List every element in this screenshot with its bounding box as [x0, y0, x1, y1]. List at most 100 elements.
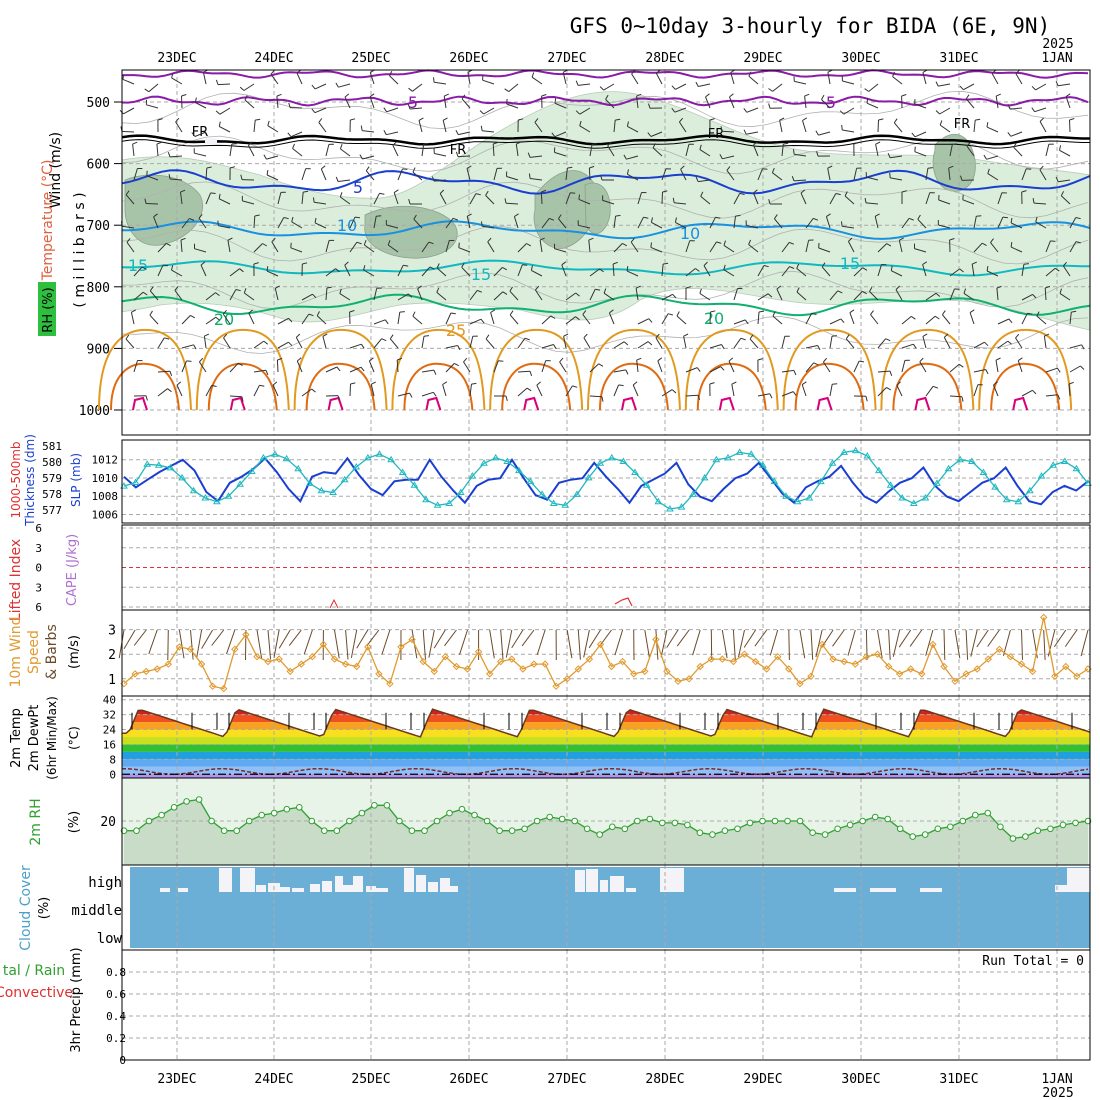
wind-barb: [636, 360, 639, 373]
wind-barb-flag: [344, 93, 350, 98]
wind10m-point: [607, 662, 616, 671]
wind-barb-flag: [671, 389, 677, 394]
wind-barb: [153, 216, 159, 229]
slp-point: [851, 446, 860, 454]
slp-point: [294, 464, 303, 472]
slp-point: [886, 481, 895, 488]
wind-barb-flag: [1069, 118, 1075, 121]
wind-barb: [322, 336, 327, 349]
rh2m-point: [583, 825, 591, 833]
wind-barb: [181, 95, 183, 109]
wind-barb-flag: [156, 141, 162, 145]
wind10m-point: [674, 677, 682, 686]
wind-barb-flag: [849, 309, 855, 314]
wind-barb-flag: [239, 86, 245, 91]
wind-barb: [365, 170, 375, 181]
wind-barb: [157, 370, 171, 373]
wind-barb: [565, 168, 568, 181]
cloud-gap: [575, 870, 585, 892]
wind-barb: [973, 341, 985, 349]
wind-barb: [392, 144, 399, 157]
wind10m-point: [1039, 613, 1048, 622]
isotherm-25: [684, 328, 779, 411]
slp-point: [410, 481, 419, 488]
slp-point: [1060, 457, 1069, 464]
wind-barb-flag: [198, 214, 203, 219]
wind-barb-flag: [1032, 294, 1037, 299]
rh2m-point: [558, 815, 566, 823]
wind-barb: [877, 264, 882, 277]
wind10m-barb: [588, 629, 601, 649]
wind-barb-flag: [227, 237, 233, 241]
rh2m-point: [884, 815, 892, 823]
wind-barb: [387, 244, 399, 253]
wind-barb: [635, 288, 639, 301]
wind-barb-flag: [454, 362, 459, 367]
wind-barb: [674, 202, 687, 205]
temp-tick: 8: [109, 753, 116, 766]
wind-barb: [565, 292, 576, 301]
wind-barb: [709, 366, 721, 373]
wind-barb: [1065, 96, 1071, 109]
wind-barb-flag: [710, 310, 716, 313]
wind-barb-flag: [1015, 69, 1020, 75]
wind-barb-flag: [763, 265, 769, 268]
wind-barb-flag: [575, 292, 580, 297]
lifted-index-spike: [614, 597, 633, 607]
wind-barb-flag: [253, 262, 259, 265]
wind-barb: [723, 269, 735, 277]
wind10m-point: [929, 640, 937, 649]
wind-barb-flag: [652, 143, 656, 149]
slp-point: [387, 455, 395, 463]
wind-barb-flag: [431, 176, 435, 182]
wind-barb-flag: [995, 357, 1001, 361]
wind-barb-flag: [986, 266, 989, 272]
wind10m-point: [1051, 672, 1059, 681]
wind-barb-flag: [716, 241, 722, 244]
wind-barb: [1058, 179, 1071, 183]
wind-barb: [1062, 265, 1071, 277]
wind-barb-flag: [502, 266, 508, 271]
wind-barb-flag: [740, 337, 746, 341]
rh2m-point: [671, 819, 679, 827]
wind-barb: [675, 83, 687, 90]
wind10m-barb: [521, 629, 535, 647]
date-top-24dec: 24DEC: [254, 51, 293, 66]
wind-barb-flag: [131, 309, 137, 313]
wind-barb: [301, 388, 312, 397]
wind-barb-flag: [180, 237, 186, 241]
wind-barb: [458, 131, 471, 136]
wind10m-point: [585, 655, 594, 663]
wind-barb: [513, 216, 519, 229]
wind-barb: [827, 72, 831, 85]
wind-barb: [194, 248, 207, 253]
wind-barb: [602, 199, 615, 205]
wind10m-barb: [877, 629, 883, 659]
cloud-gap: [219, 868, 232, 892]
wind-barb: [530, 155, 543, 158]
wind-barb-flag: [276, 93, 282, 97]
isotherm-label: 5: [826, 93, 836, 112]
run-total-label: Run Total = 0: [982, 954, 1084, 969]
wind-barb-flag: [728, 357, 734, 362]
wind10m-point: [175, 643, 184, 651]
isotherm-25: [195, 328, 290, 411]
wind-barb: [1015, 337, 1023, 349]
wind-barb-flag: [729, 93, 734, 98]
wind-barb: [133, 266, 143, 277]
wind-barb: [373, 288, 378, 301]
wind-barb-flag: [363, 240, 367, 246]
wind-barb: [493, 360, 499, 373]
wind-barb: [541, 218, 550, 229]
wind-barb-flag: [958, 363, 964, 368]
wind10m-speed-line: [123, 617, 1089, 690]
wind-barb-flag: [715, 216, 721, 219]
wind-barb: [661, 264, 664, 277]
wind-barb: [364, 244, 375, 253]
wind-barb-flag: [813, 217, 819, 221]
wind-barb: [805, 345, 818, 349]
wind10m-point: [330, 655, 339, 663]
wind-barb: [700, 196, 711, 205]
wind-barb-flag: [168, 174, 171, 180]
wind-barb: [490, 312, 495, 325]
